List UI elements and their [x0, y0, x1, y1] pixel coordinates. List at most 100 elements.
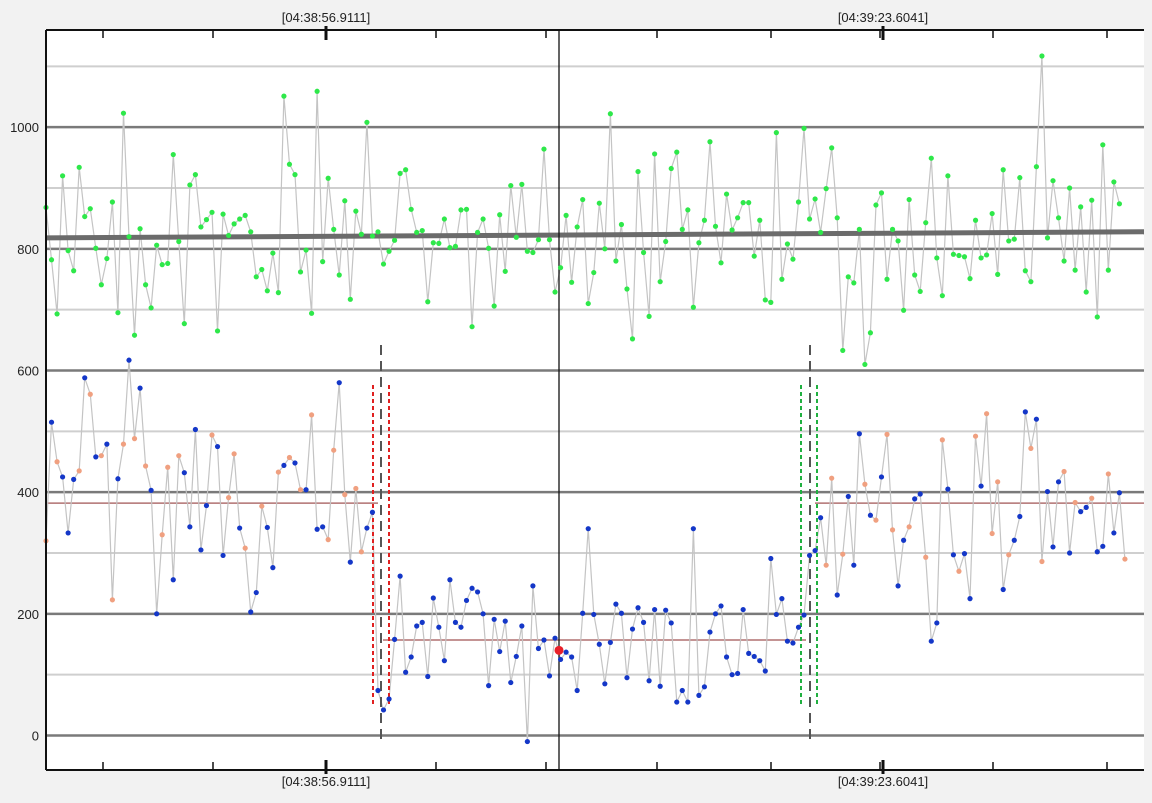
data-point-upper: [779, 276, 785, 282]
data-point-lower: [984, 411, 990, 417]
data-point-lower: [646, 678, 652, 684]
data-point-upper: [209, 209, 215, 215]
top-right-time-label: [04:39:23.6041]: [838, 10, 928, 25]
data-point-upper: [629, 336, 636, 342]
data-point-upper: [618, 221, 625, 228]
data-point-upper: [242, 212, 248, 218]
data-point-lower: [170, 577, 176, 583]
data-point-lower: [967, 596, 973, 602]
data-point-upper: [159, 262, 165, 268]
data-point-lower: [640, 619, 647, 625]
data-point-lower: [364, 525, 370, 531]
data-point-upper: [829, 145, 835, 151]
data-point-upper: [580, 196, 586, 203]
data-point-lower: [1078, 509, 1084, 515]
data-point-lower: [71, 476, 77, 482]
data-point-lower: [585, 526, 591, 532]
data-point-upper: [397, 170, 403, 177]
data-point-lower: [928, 638, 934, 644]
data-point-lower: [624, 675, 630, 681]
data-point-upper: [851, 280, 857, 286]
data-point-lower: [1122, 556, 1128, 562]
labels: [04:38:56.9111] [04:39:23.6041] [04:38:5…: [282, 10, 928, 789]
data-point-upper: [607, 111, 613, 117]
data-point-lower: [486, 683, 492, 689]
data-point-upper: [901, 307, 907, 313]
data-point-lower: [795, 624, 802, 630]
data-point-lower: [237, 525, 243, 531]
data-point-lower: [115, 476, 121, 482]
data-point-upper: [546, 237, 553, 243]
data-point-lower: [314, 526, 320, 532]
data-point-upper: [270, 250, 276, 256]
data-point-upper: [336, 272, 342, 278]
data-point-lower: [259, 503, 265, 509]
data-point-upper: [1033, 164, 1040, 170]
data-point-upper: [574, 224, 580, 230]
data-point-lower: [497, 648, 503, 655]
data-point-upper: [187, 182, 193, 188]
data-point-upper: [845, 274, 851, 280]
data-point-lower: [923, 554, 929, 560]
data-point-upper: [497, 212, 503, 218]
data-point-upper: [1017, 175, 1023, 181]
data-point-lower: [972, 433, 979, 439]
data-point-upper: [115, 310, 121, 316]
data-point-lower: [712, 611, 719, 617]
data-point-upper: [640, 249, 647, 256]
data-point-upper: [237, 216, 243, 222]
data-point-lower: [602, 681, 608, 687]
data-point-upper: [452, 243, 459, 250]
data-point-upper: [823, 186, 829, 192]
data-point-lower: [685, 699, 691, 705]
data-point-lower: [834, 592, 840, 598]
data-point-upper: [801, 125, 807, 131]
data-point-upper: [1011, 236, 1017, 242]
data-point-lower: [469, 585, 475, 591]
data-point-upper: [945, 173, 951, 179]
cursor[interactable]: [554, 645, 564, 655]
data-point-upper: [1044, 235, 1051, 241]
data-point-lower: [961, 551, 968, 557]
data-point-upper: [718, 260, 724, 266]
data-point-lower: [696, 692, 702, 698]
data-point-lower: [989, 530, 995, 537]
data-point-upper: [856, 226, 862, 232]
data-point-upper: [353, 208, 359, 214]
data-point-upper: [663, 238, 669, 245]
data-point-upper: [762, 297, 768, 303]
data-point-lower: [806, 552, 813, 559]
data-point-lower: [436, 624, 442, 630]
data-point-lower: [176, 453, 182, 459]
data-point-lower: [458, 624, 464, 630]
data-point-upper: [170, 151, 176, 158]
data-point-lower: [652, 606, 658, 613]
data-point-lower: [82, 375, 88, 381]
data-point-lower: [1006, 552, 1012, 558]
data-point-upper: [895, 238, 901, 244]
data-point-upper: [884, 276, 890, 282]
data-point-upper: [1006, 238, 1012, 244]
data-point-lower: [707, 629, 713, 635]
data-point-lower: [729, 672, 735, 678]
data-point-upper: [253, 274, 259, 280]
data-point-upper: [912, 272, 918, 278]
data-point-lower: [408, 654, 414, 660]
data-point-upper: [873, 202, 879, 208]
data-point-upper: [220, 211, 226, 217]
y-tick-label: 1000: [10, 120, 39, 135]
data-point-lower: [541, 637, 547, 643]
data-point-upper: [934, 255, 940, 261]
data-point-lower: [342, 492, 348, 498]
data-point-lower: [867, 512, 874, 518]
data-point-lower: [391, 636, 398, 642]
data-point-upper: [76, 164, 82, 170]
data-point-lower: [419, 619, 425, 625]
data-point-lower: [198, 547, 204, 553]
data-point-upper: [613, 258, 619, 264]
data-point-upper: [591, 269, 597, 276]
data-point-lower: [513, 653, 519, 660]
data-point-upper: [806, 216, 813, 222]
y-tick-label: 0: [32, 729, 39, 744]
